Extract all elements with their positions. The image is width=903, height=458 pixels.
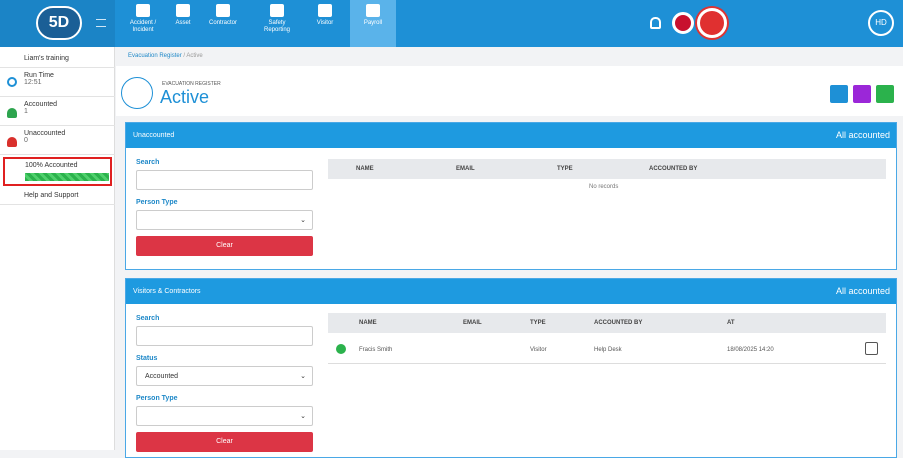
search-input[interactable] [136, 170, 313, 190]
breadcrumb-separator: / [183, 53, 187, 59]
run-time: Run Time 12:51 [0, 69, 115, 97]
select-caret: ⌄ [300, 373, 306, 380]
complete-button[interactable] [876, 85, 894, 103]
select-caret: ⌄ [300, 413, 306, 420]
accounted-label: Accounted [24, 101, 58, 108]
filter-label: Status [136, 355, 158, 362]
play-button[interactable] [830, 85, 848, 103]
progress-bar [25, 173, 109, 181]
header-subtitle: EVACUATION REGISTER [162, 81, 221, 87]
clear-button[interactable]: Clear [136, 432, 313, 452]
unaccounted-icon [7, 137, 17, 147]
table-row: Fracis Smith Visitor Help Desk 18/08/2025 1… [328, 336, 886, 364]
run-time-label: Run Time [24, 72, 54, 79]
nav-label: Accident / Incident [129, 20, 157, 33]
unaccounted: Unaccounted 0 [0, 127, 115, 155]
empty-message: No records [589, 184, 619, 190]
run-time-value: 12:51 [24, 79, 42, 86]
progress-track [25, 173, 109, 181]
nav-label: Visitor [316, 20, 334, 26]
sidebar: Liam's training Run Time 12:51 Accounted… [0, 47, 115, 450]
panel-header: Unaccounted All accounted [126, 123, 896, 148]
column-header[interactable]: TYPE [557, 166, 573, 172]
column-header[interactable]: NAME [356, 166, 374, 172]
notifications[interactable] [650, 17, 661, 29]
breadcrumb-link[interactable]: Evacuation Register [128, 53, 182, 59]
panel-title: Visitors & Contractors [133, 288, 201, 295]
cell-at: 18/08/2025 14:20 [727, 347, 774, 353]
language[interactable] [672, 12, 694, 34]
panel-status: All accounted [835, 286, 890, 296]
filter-label: Person Type [136, 199, 178, 206]
nav-icon [136, 4, 150, 17]
progress-box: 100% Accounted [3, 157, 112, 186]
breadcrumb-current: Active [186, 53, 203, 59]
select-caret: ⌄ [300, 217, 306, 224]
cell-accounted-by: Help Desk [594, 347, 622, 353]
header-icon [121, 77, 153, 109]
accounted-value: 1 [24, 108, 28, 115]
unaccounted-value: 0 [24, 137, 28, 144]
nav-label: Payroll [363, 20, 383, 26]
panel: Visitors & Contractors All accounted Searc… [125, 278, 897, 458]
nav-label: Contractor [208, 20, 237, 26]
nav-icon [216, 4, 230, 17]
nav-icon [366, 4, 380, 17]
print-button[interactable] [853, 85, 871, 103]
unaccounted-label: Unaccounted [24, 130, 66, 137]
select[interactable]: ⌄ [136, 406, 313, 426]
table-header: NAME EMAIL TYPE ACCOUNTED BY [328, 159, 886, 179]
panel: Unaccounted All accounted Search Person Typ… [125, 122, 897, 270]
clear-button[interactable]: Clear [136, 236, 313, 256]
workspace[interactable]: Liam's training [0, 50, 115, 68]
nav-item[interactable]: Contractor [202, 4, 244, 44]
column-header[interactable]: ACCOUNTED BY [594, 320, 643, 326]
nav-label: Safety Reporting [263, 20, 290, 33]
column-header[interactable]: TYPE [530, 320, 546, 326]
table-header: NAME EMAIL TYPE ACCOUNTED BY AT [328, 313, 886, 333]
nav-item[interactable]: Safety Reporting [256, 4, 298, 44]
user-avatar[interactable]: HD [868, 10, 894, 36]
progress-label: 100% Accounted [25, 162, 78, 169]
column-header[interactable]: AT [727, 320, 735, 326]
column-header[interactable]: EMAIL [463, 320, 482, 326]
filter-label: Person Type [136, 395, 178, 402]
accounted-icon [7, 108, 17, 118]
filter-label: Search [136, 159, 160, 166]
nav-item[interactable]: Accident / Incident [122, 4, 164, 44]
status-icon [336, 344, 346, 354]
accounted: Accounted 1 [0, 98, 115, 126]
help[interactable]: Help and Support [0, 187, 115, 205]
cell-name: Fracis Smith [359, 347, 393, 353]
panel-header: Visitors & Contractors All accounted [126, 279, 896, 304]
panel-title: Unaccounted [133, 132, 175, 139]
select[interactable]: Accounted ⌄ [136, 366, 313, 386]
clock-icon [7, 77, 17, 87]
breadcrumb: Evacuation Register / Active [128, 53, 203, 59]
evacuation-alert[interactable] [697, 8, 727, 38]
column-header[interactable]: ACCOUNTED BY [649, 166, 698, 172]
logo[interactable]: 5D [36, 6, 82, 40]
cell-type: Visitor [530, 347, 547, 353]
header-title: Active [160, 87, 210, 107]
panel-status: All accounted [835, 130, 890, 140]
top-bar: 5D Accident / Incident Asset Contractor Saf… [0, 0, 903, 47]
nav-icon [176, 4, 190, 17]
nav-item[interactable]: Payroll [352, 4, 394, 44]
nav-item[interactable]: Visitor [304, 4, 346, 44]
nav-icon [270, 4, 284, 17]
column-header[interactable]: EMAIL [456, 166, 475, 172]
nav-label: Asset [175, 20, 191, 26]
page-header: EVACUATION REGISTER Active [116, 66, 903, 116]
select[interactable]: ⌄ [136, 210, 313, 230]
column-header[interactable]: NAME [359, 320, 377, 326]
menu-toggle[interactable] [96, 19, 106, 27]
nav-item[interactable]: Asset [162, 4, 204, 44]
row-action[interactable] [865, 342, 878, 355]
nav-icon [318, 4, 332, 17]
search-input[interactable] [136, 326, 313, 346]
filter-label: Search [136, 315, 160, 322]
